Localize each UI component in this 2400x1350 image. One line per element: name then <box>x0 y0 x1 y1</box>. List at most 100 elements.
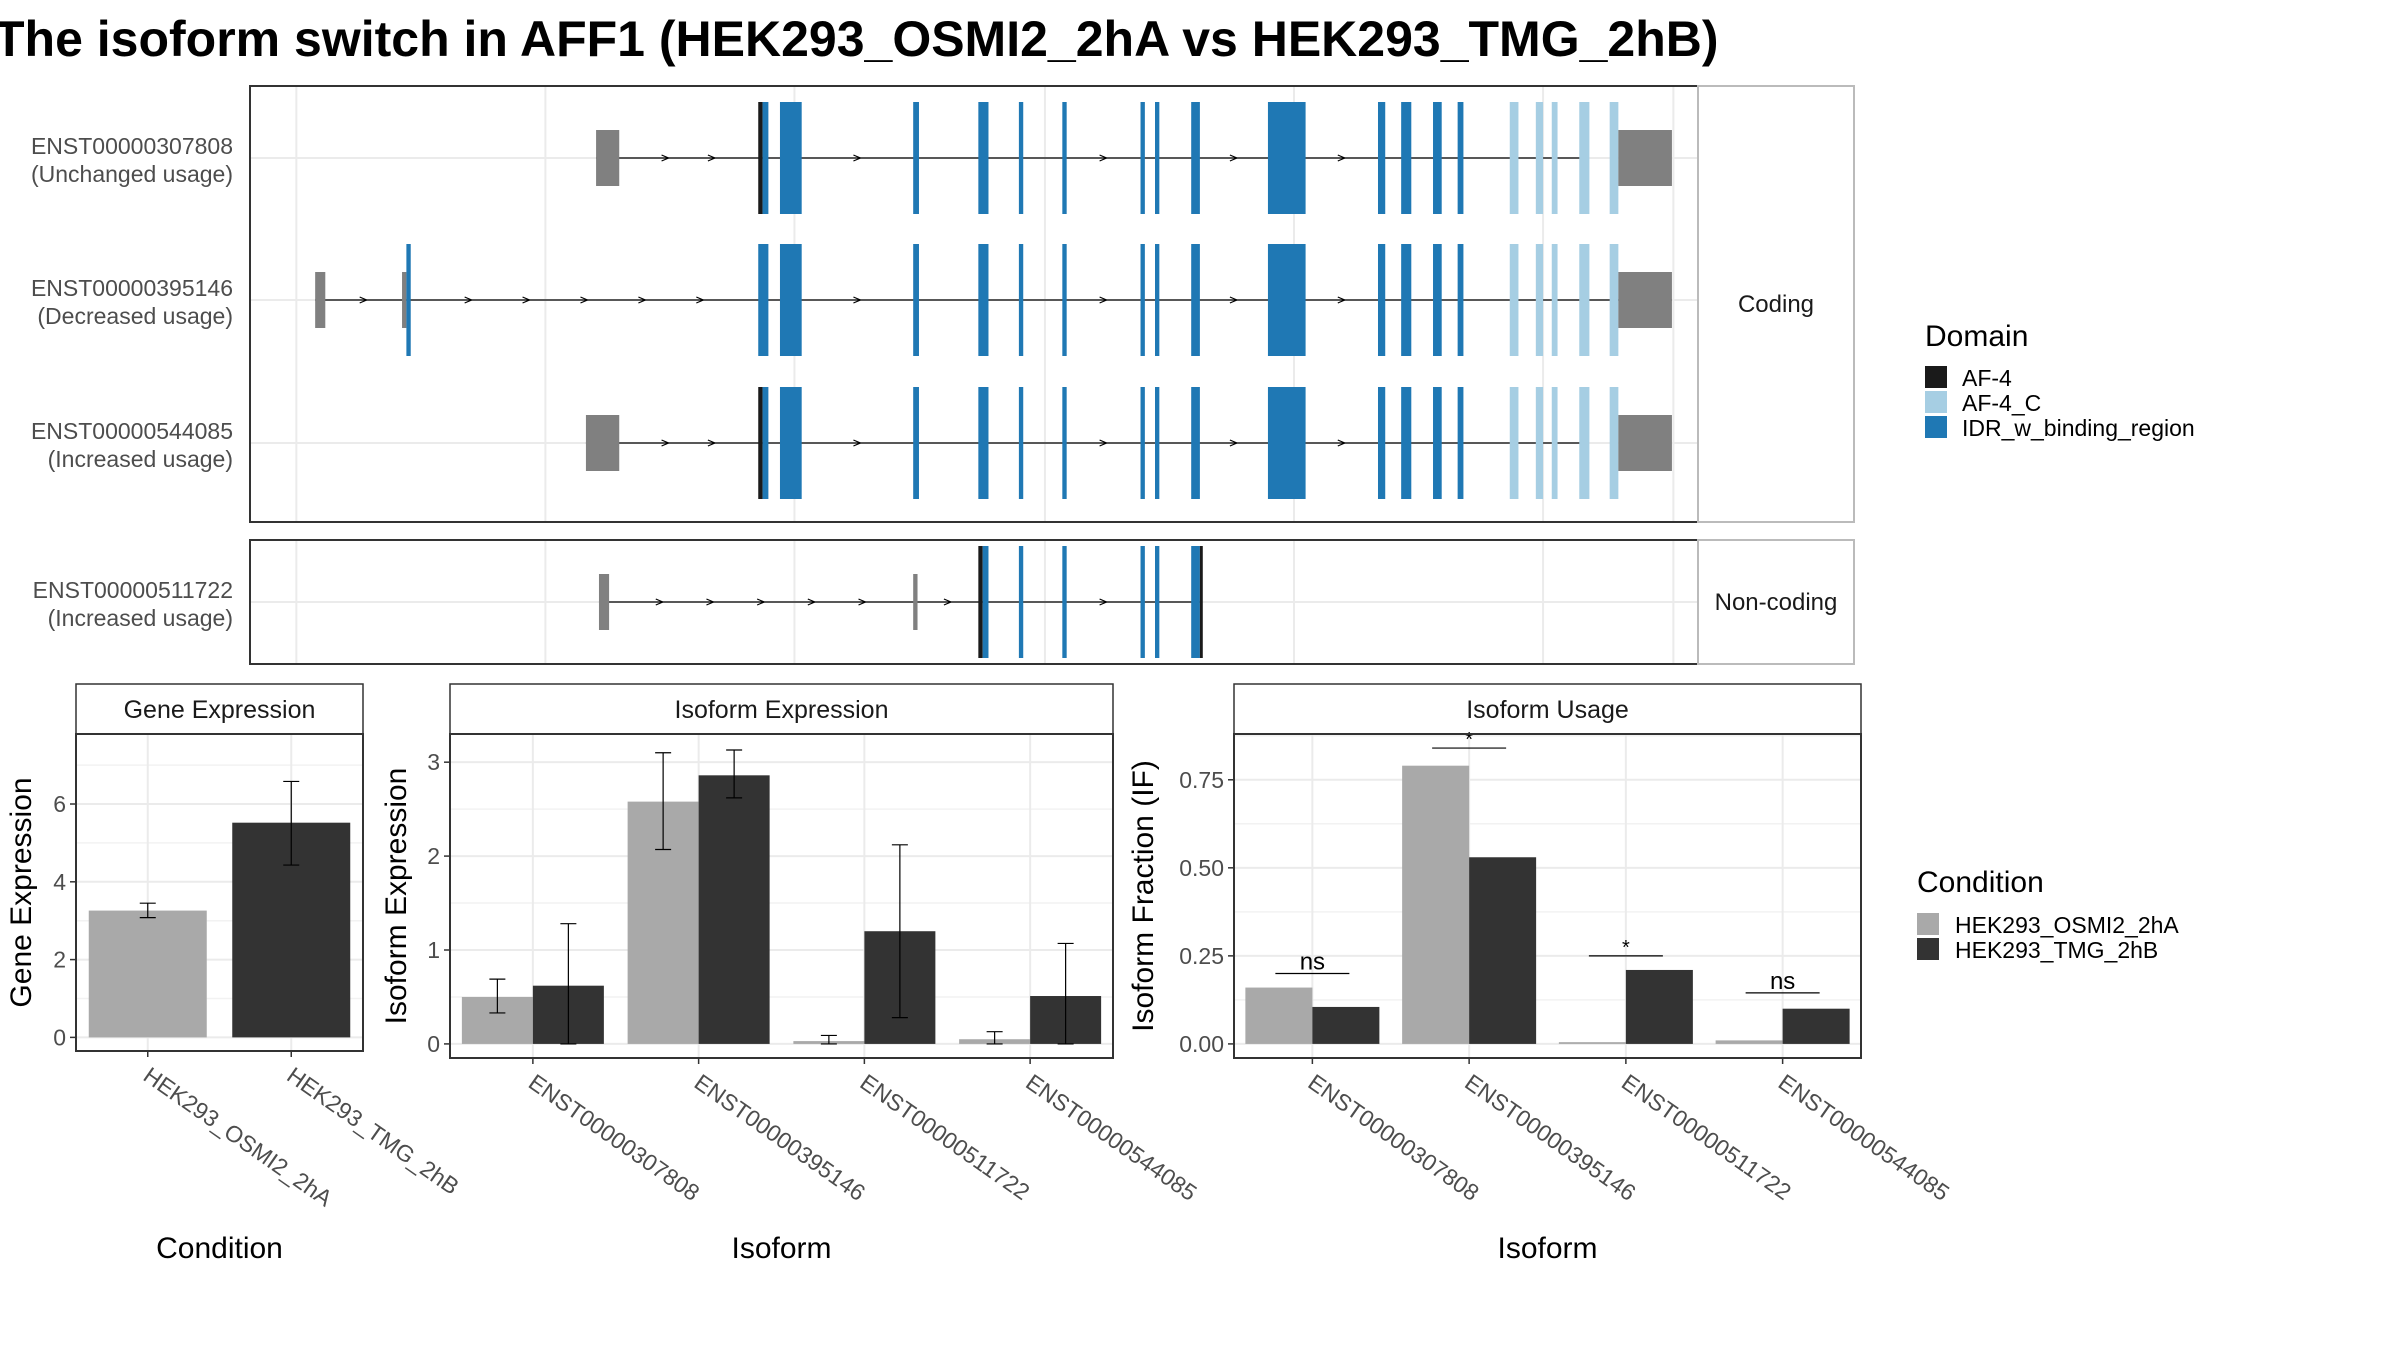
x-tick-label: ENST00000544085 <box>1774 1069 1954 1206</box>
domain-legend-title: Domain <box>1925 320 2028 353</box>
direction-arrow <box>1337 439 1347 447</box>
exon-idr <box>913 387 919 499</box>
direction-arrow <box>858 598 868 606</box>
y-tick-label: 0.25 <box>1179 943 1224 969</box>
exon-af4c <box>1609 387 1619 499</box>
direction-arrow <box>522 296 532 304</box>
exon-utr <box>1618 415 1672 471</box>
plot-border <box>75 733 364 1052</box>
direction-arrow <box>580 296 590 304</box>
exon-idr <box>762 387 769 499</box>
exon-idr <box>913 102 919 214</box>
bar <box>1625 969 1693 1044</box>
y-tick-label: 0 <box>427 1031 440 1057</box>
exon-af4c <box>1579 244 1590 356</box>
facet-label: Coding <box>1738 291 1814 318</box>
x-tick-label: ENST00000511722 <box>1617 1069 1796 1205</box>
exon-af4c <box>1579 102 1590 214</box>
y-tick-label: 0.75 <box>1179 767 1224 793</box>
exon-af4 <box>1199 546 1203 658</box>
chart-strip <box>75 683 364 735</box>
transcript-usage-label: (Increased usage) <box>48 605 233 631</box>
y-axis-title: Gene Expression <box>5 777 38 1007</box>
exon-idr <box>1155 102 1160 214</box>
direction-arrow <box>655 598 665 606</box>
domain-legend-swatch <box>1925 416 1947 438</box>
direction-arrow <box>1099 296 1109 304</box>
exon-idr <box>779 387 802 499</box>
exon-idr <box>1018 546 1024 658</box>
direction-arrow <box>1229 439 1239 447</box>
chart-title: Gene Expression <box>124 696 316 724</box>
structure-facet-panel <box>250 86 1698 522</box>
exon-idr <box>1433 244 1442 356</box>
x-tick-label: ENST00000307808 <box>524 1069 704 1206</box>
y-tick-label: 2 <box>53 947 66 973</box>
exon-idr <box>1018 102 1024 214</box>
domain-legend-label: IDR_w_binding_region <box>1962 415 2195 441</box>
facet-strip <box>1697 85 1855 523</box>
exon-utr <box>315 272 326 328</box>
condition-legend-swatch <box>1917 913 1939 935</box>
exon-idr <box>1457 102 1464 214</box>
exon-af4c <box>1509 102 1519 214</box>
direction-arrow <box>1229 154 1239 162</box>
direction-arrow <box>707 439 717 447</box>
exon-idr <box>1377 102 1386 214</box>
y-tick-label: 6 <box>53 791 66 817</box>
exon-idr <box>1140 244 1145 356</box>
x-tick-label: ENST00000307808 <box>1304 1069 1484 1206</box>
exon-idr <box>406 244 411 356</box>
exon-idr <box>978 244 989 356</box>
exon-idr <box>1062 102 1067 214</box>
condition-legend-label: HEK293_TMG_2hB <box>1955 937 2158 963</box>
bar <box>1558 1042 1626 1044</box>
x-tick-label: ENST00000511722 <box>856 1069 1035 1205</box>
exon-utr <box>596 130 620 186</box>
exon-idr <box>1267 387 1306 499</box>
exon-af4c <box>1609 244 1619 356</box>
exon-af4c <box>1535 102 1544 214</box>
y-tick-label: 2 <box>427 843 440 869</box>
exon-idr <box>978 102 989 214</box>
x-axis-title: Isoform <box>1497 1232 1597 1265</box>
transcript-ENST00000307808: ENST00000307808(Unchanged usage) <box>31 102 1672 214</box>
exon-af4c <box>1535 387 1544 499</box>
transcript-ENST00000544085: ENST00000544085(Increased usage) <box>31 387 1672 499</box>
x-tick-label: ENST00000544085 <box>1021 1069 1201 1206</box>
x-axis-title: Isoform <box>731 1232 831 1265</box>
direction-arrow <box>1099 439 1109 447</box>
exon-idr <box>1062 244 1067 356</box>
y-axis-title: Isoform Expression <box>380 768 413 1025</box>
chart-title: Isoform Expression <box>675 696 889 724</box>
direction-arrow <box>1099 598 1109 606</box>
y-tick-label: 0 <box>53 1024 66 1050</box>
exon-idr <box>1191 102 1200 214</box>
exon-utr <box>913 574 918 630</box>
transcript-id-label: ENST00000395146 <box>31 275 233 301</box>
domain-legend-swatch <box>1925 366 1947 388</box>
exon-idr <box>1191 387 1200 499</box>
exon-idr <box>913 244 919 356</box>
y-tick-label: 4 <box>53 869 66 895</box>
exon-utr <box>402 272 407 328</box>
plot-border <box>449 733 1114 1059</box>
direction-arrow <box>1229 296 1239 304</box>
direction-arrow <box>661 439 671 447</box>
exon-idr <box>1377 244 1386 356</box>
exon-idr <box>1401 102 1412 214</box>
domain-legend-label: AF-4_C <box>1962 390 2041 416</box>
exon-idr <box>1062 387 1067 499</box>
significance-label: * <box>1465 729 1473 751</box>
exon-af4c <box>1551 102 1558 214</box>
direction-arrow <box>853 154 862 162</box>
x-tick-label: ENST00000395146 <box>1460 1069 1640 1206</box>
direction-arrow <box>853 439 862 447</box>
bar <box>1312 1006 1380 1044</box>
exon-idr <box>1191 546 1200 658</box>
isoform-expression-chart: Isoform Expression0123ENST00000307808ENS… <box>380 683 1202 1265</box>
bar <box>1402 765 1470 1044</box>
direction-arrow <box>1099 154 1109 162</box>
exon-af4c <box>1579 387 1590 499</box>
direction-arrow <box>1337 296 1347 304</box>
